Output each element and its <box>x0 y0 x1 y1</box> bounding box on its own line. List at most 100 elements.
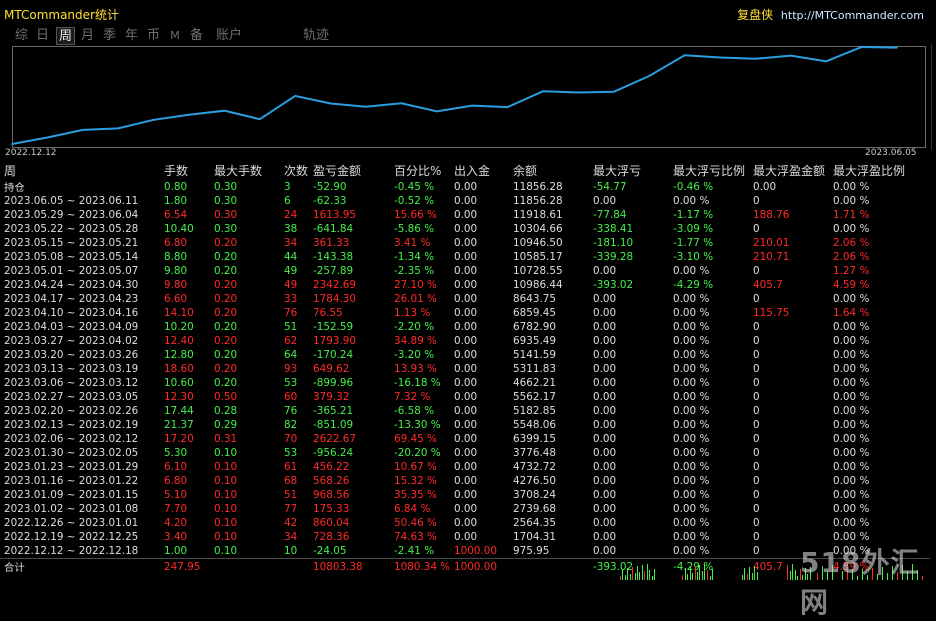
cell-lots: 9.80 <box>164 265 188 277</box>
cell-max-lots: 0.10 <box>214 531 238 543</box>
cell-max-floating-profit: 0 <box>753 461 760 473</box>
cell-max-floating-loss: 0.00 <box>593 391 617 403</box>
table-row[interactable]: 2023.05.29 ~ 2023.06.04 6.54 0.30 24 1613.95… <box>0 208 930 222</box>
header-lots[interactable]: 手数 <box>164 164 189 178</box>
cell-max-floating-loss: 0.00 <box>593 265 617 277</box>
table-row[interactable]: 2023.02.27 ~ 2023.03.05 12.30 0.50 60 379.32… <box>0 390 930 404</box>
activity-bar <box>752 573 753 580</box>
table-row[interactable]: 2023.02.13 ~ 2023.02.19 21.37 0.29 82 -851.0… <box>0 418 930 432</box>
cell-lots: 12.80 <box>164 349 194 361</box>
brand-area: 复盘侠 http://MTCommander.com <box>737 6 924 23</box>
activity-bar <box>842 571 843 580</box>
tab-m[interactable]: M <box>170 29 180 42</box>
cell-percent: 15.32 % <box>394 475 437 487</box>
table-row[interactable]: 2023.01.16 ~ 2023.01.22 6.80 0.10 68 568.26 1… <box>0 474 930 488</box>
header-trades[interactable]: 次数 <box>284 164 309 178</box>
activity-bar <box>707 570 708 580</box>
table-row[interactable]: 2023.03.13 ~ 2023.03.19 18.60 0.20 93 649.62… <box>0 362 930 376</box>
table-row[interactable]: 2023.01.02 ~ 2023.01.08 7.70 0.10 77 175.33 6… <box>0 502 930 516</box>
cell-max-floating-loss: 0.00 <box>593 419 617 431</box>
cell-percent: 7.32 % <box>394 391 431 403</box>
cell-max-lots: 0.30 <box>214 195 238 207</box>
cell-max-lots: 0.31 <box>214 433 238 445</box>
cell-balance: 6782.90 <box>513 321 556 333</box>
tab-yearly[interactable]: 年 <box>124 28 138 43</box>
table-row[interactable]: 2023.02.06 ~ 2023.02.12 17.20 0.31 70 2622.6… <box>0 432 930 446</box>
tab-weekly[interactable]: 周 <box>56 27 75 45</box>
cell-max-lots: 0.10 <box>214 475 238 487</box>
tab-account[interactable]: 账户 <box>215 28 242 43</box>
table-row[interactable]: 2023.05.01 ~ 2023.05.07 9.80 0.20 49 -257.89… <box>0 264 930 278</box>
cell-profit: -956.24 <box>313 447 354 459</box>
cell-deposit: 0.00 <box>454 405 478 417</box>
cell-max-floating-profit-ratio: 0.00 % <box>833 517 870 529</box>
cell-week: 2023.02.20 ~ 2023.02.26 <box>4 405 139 417</box>
chart-splitter[interactable] <box>931 44 932 150</box>
header-week[interactable]: 周 <box>4 164 17 178</box>
tab-daily[interactable]: 日 <box>35 28 49 43</box>
header-max-floating-profit-ratio[interactable]: 最大浮盈比例 <box>833 164 906 178</box>
table-row[interactable]: 2023.03.27 ~ 2023.04.02 12.40 0.20 62 1793.9… <box>0 334 930 348</box>
header-max-floating-loss[interactable]: 最大浮亏 <box>593 164 642 178</box>
tab-trajectory[interactable]: 轨迹 <box>302 28 329 43</box>
cell-max-floating-loss: 0.00 <box>593 545 617 557</box>
table-row[interactable]: 2023.04.17 ~ 2023.04.23 6.60 0.20 33 1784.30… <box>0 292 930 306</box>
table-row[interactable]: 2022.12.19 ~ 2022.12.25 3.40 0.10 34 728.36 7… <box>0 530 930 544</box>
header-max-lots[interactable]: 最大手数 <box>214 164 263 178</box>
cell-balance: 2739.68 <box>513 503 556 515</box>
cell-max-lots: 0.20 <box>214 279 238 291</box>
tab-monthly[interactable]: 月 <box>80 28 94 43</box>
cell-balance: 6935.49 <box>513 335 556 347</box>
table-row[interactable]: 2022.12.12 ~ 2022.12.18 1.00 0.10 10 -24.05 -… <box>0 544 930 559</box>
activity-bar <box>647 564 648 580</box>
cell-percent: 69.45 % <box>394 433 437 445</box>
cell-trades: 49 <box>284 279 298 291</box>
cell-lots: 6.54 <box>164 209 188 221</box>
activity-bar <box>644 571 645 580</box>
table-row[interactable]: 2023.05.15 ~ 2023.05.21 6.80 0.20 34 361.33 3… <box>0 236 930 250</box>
header-balance[interactable]: 余额 <box>513 164 538 178</box>
cell-max-floating-loss-ratio: 0.00 % <box>673 293 710 305</box>
table-row[interactable]: 2023.04.10 ~ 2023.04.16 14.10 0.20 76 76.55 1… <box>0 306 930 320</box>
cell-max-floating-profit-ratio: 0.00 % <box>833 545 870 557</box>
tab-summary[interactable]: 综 <box>14 28 28 43</box>
tab-quarterly[interactable]: 季 <box>102 28 116 43</box>
table-row[interactable]: 2023.05.08 ~ 2023.05.14 8.80 0.20 44 -143.38… <box>0 250 930 264</box>
cell-deposit: 0.00 <box>454 265 478 277</box>
table-row[interactable]: 2023.01.23 ~ 2023.01.29 6.10 0.10 61 456.22 1… <box>0 460 930 474</box>
table-row[interactable]: 2022.12.26 ~ 2023.01.01 4.20 0.10 42 860.04 5… <box>0 516 930 530</box>
header-profit[interactable]: 盈亏金额 <box>313 164 362 178</box>
cell-deposit: 0.00 <box>454 503 478 515</box>
cell-max-floating-loss-ratio: 0.00 % <box>673 489 710 501</box>
table-row[interactable]: 2023.02.20 ~ 2023.02.26 17.44 0.28 76 -365.2… <box>0 404 930 418</box>
cell-max-floating-loss: -77.84 <box>593 209 627 221</box>
table-row[interactable]: 2023.05.22 ~ 2023.05.28 10.40 0.30 38 -641.8… <box>0 222 930 236</box>
cell-trades: 76 <box>284 307 298 319</box>
totals-row[interactable]: 合计 247.95 10803.38 1080.34 % 1000.00 -393.02-… <box>0 558 930 574</box>
tab-notes[interactable]: 备 <box>189 28 203 43</box>
cell-balance: 4662.21 <box>513 377 556 389</box>
header-percent[interactable]: 百分比% <box>394 164 442 178</box>
cell-week: 2023.05.01 ~ 2023.05.07 <box>4 265 139 277</box>
table-row[interactable]: 2023.03.20 ~ 2023.03.26 12.80 0.20 64 -170.2… <box>0 348 930 362</box>
holding-row[interactable]: 持仓 0.80 0.30 3 -52.90 -0.45 % 0.00 11856.28 -54.… <box>0 179 930 195</box>
table-row[interactable]: 2023.01.09 ~ 2023.01.15 5.10 0.10 51 968.56 3… <box>0 488 930 502</box>
cell-max-lots: 0.20 <box>214 321 238 333</box>
table-row[interactable]: 2023.03.06 ~ 2023.03.12 10.60 0.20 53 -899.9… <box>0 376 930 390</box>
cell-deposit: 0.00 <box>454 237 478 249</box>
header-max-floating-profit[interactable]: 最大浮盈金额 <box>753 164 826 178</box>
table-row[interactable]: 2023.04.24 ~ 2023.04.30 9.80 0.20 49 2342.69… <box>0 278 930 292</box>
cell-percent: 50.46 % <box>394 517 437 529</box>
bottom-activity-bars <box>620 564 923 580</box>
header-max-floating-loss-ratio[interactable]: 最大浮亏比例 <box>673 164 746 178</box>
cell-percent: 74.63 % <box>394 531 437 543</box>
cell-lots: 14.10 <box>164 307 194 319</box>
header-deposit[interactable]: 出入金 <box>454 164 491 178</box>
tab-currency[interactable]: 币 <box>146 28 160 43</box>
table-row[interactable]: 2023.06.05 ~ 2023.06.11 1.80 0.30 6 -62.33 -0… <box>0 194 930 208</box>
cell-percent: 15.66 % <box>394 209 437 221</box>
brand-url-link[interactable]: http://MTCommander.com <box>780 9 924 22</box>
cell-max-floating-loss: -54.77 <box>593 180 627 193</box>
table-row[interactable]: 2023.04.03 ~ 2023.04.09 10.20 0.20 51 -152.5… <box>0 320 930 334</box>
table-row[interactable]: 2023.01.30 ~ 2023.02.05 5.30 0.10 53 -956.24… <box>0 446 930 460</box>
